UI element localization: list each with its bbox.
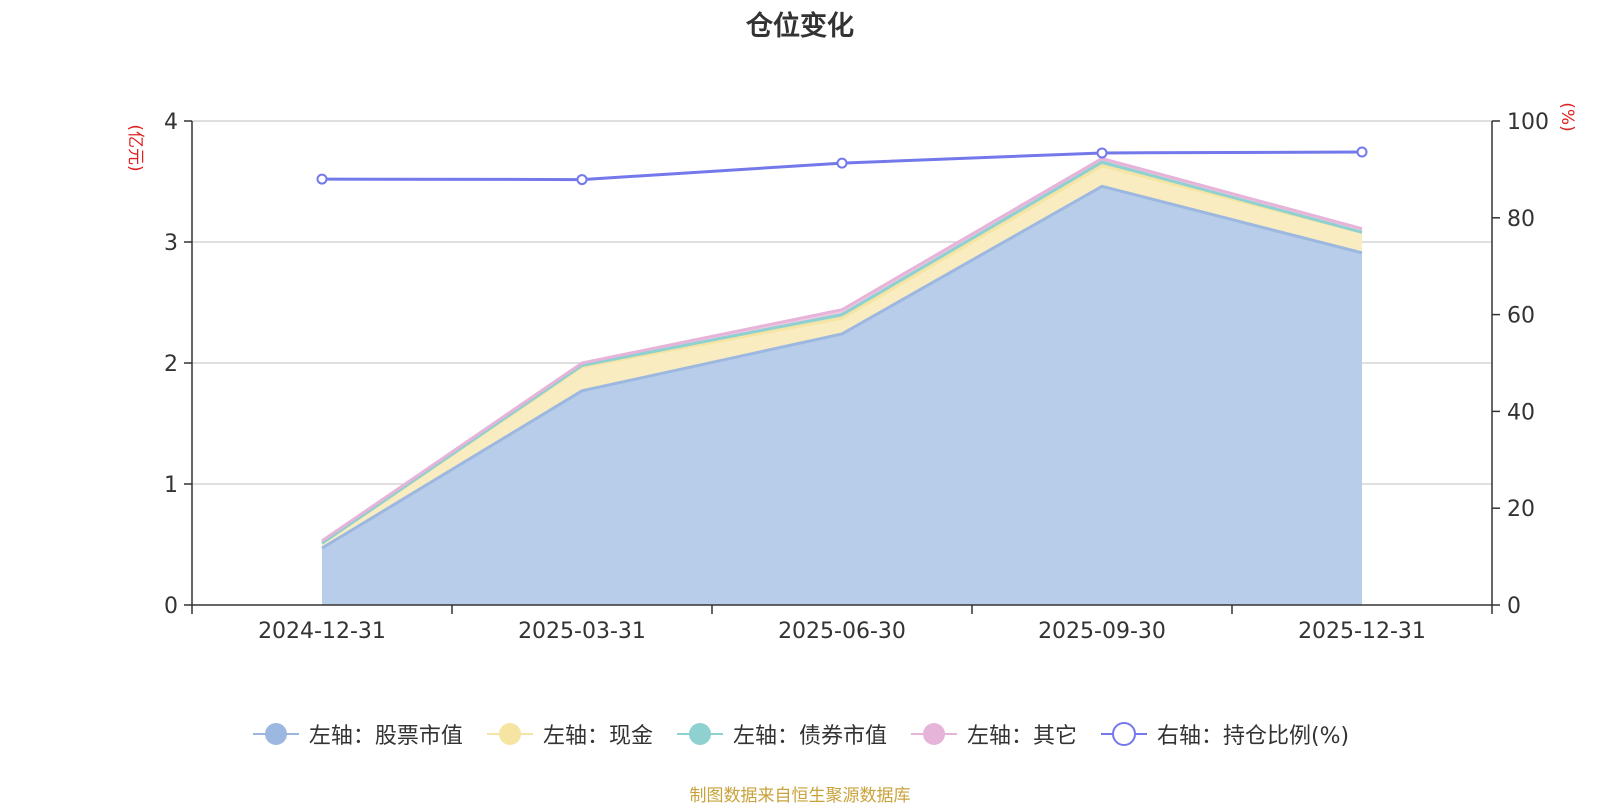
legend-marker-icon [910, 723, 957, 745]
right-axis-label: (%) [1557, 102, 1577, 131]
x-axis-tick-label: 2025-06-30 [778, 619, 906, 644]
legend-item[interactable]: 右轴：持仓比例(%) [1099, 718, 1349, 750]
legend-marker-icon [676, 723, 723, 745]
legend-label: 左轴：股票市值 [308, 724, 463, 749]
legend-marker-icon [252, 723, 299, 745]
legend-label: 左轴：债券市值 [732, 724, 887, 749]
left-axis-tick-label: 4 [164, 110, 178, 135]
legend-item[interactable]: 左轴：现金 [485, 718, 653, 750]
right-axis-tick-label: 60 [1507, 304, 1535, 329]
legend-item[interactable]: 左轴：其它 [909, 718, 1077, 750]
left-axis-label: (亿元) [125, 124, 145, 171]
right-axis-tick-label: 80 [1507, 207, 1535, 232]
position-ratio-point [316, 173, 328, 185]
left-axis-tick-label: 3 [164, 231, 178, 256]
position-ratio-point [836, 157, 848, 169]
legend-label: 左轴：其它 [966, 724, 1077, 749]
area-series-line [321, 160, 1363, 545]
position-ratio-point [1096, 147, 1108, 159]
position-ratio-point [576, 174, 588, 186]
chart-plot: 0 1 2 3 4 2024-12-31 2025-03-31 2025-06-30 2025-… [125, 102, 1577, 644]
legend-item[interactable]: 左轴：债券市值 [675, 718, 887, 750]
position-ratio-point [1356, 146, 1368, 158]
right-axis-tick-label: 100 [1507, 110, 1549, 135]
area-band [322, 186, 1362, 605]
legend-label: 左轴：现金 [542, 724, 653, 749]
chart-title: 仓位变化 [746, 11, 854, 42]
right-axis-tick-label: 0 [1507, 594, 1521, 619]
area-series-line [321, 184, 1363, 550]
left-axis-tick-label: 0 [164, 594, 178, 619]
legend-item[interactable]: 左轴：股票市值 [251, 718, 463, 750]
left-axis-tick-label: 1 [164, 473, 178, 498]
source-note: 制图数据来自恒生聚源数据库 [689, 786, 911, 806]
x-axis-tick-label: 2025-12-31 [1298, 619, 1426, 644]
right-axis-tick-label: 40 [1507, 400, 1535, 425]
area-series-line [321, 156, 1363, 543]
x-axis-tick-label: 2024-12-31 [258, 619, 386, 644]
legend: 左轴：股票市值 左轴：现金 左轴：债券市值 左轴：其它 右轴：持仓比例(%) [0, 718, 1600, 750]
x-axis-tick-label: 2025-03-31 [518, 619, 646, 644]
legend-marker-icon [1100, 722, 1147, 746]
left-axis-tick-label: 2 [164, 352, 178, 377]
legend-marker-icon [486, 723, 533, 745]
right-axis-tick-label: 20 [1507, 497, 1535, 522]
legend-label: 右轴：持仓比例(%) [1156, 724, 1350, 749]
x-axis-tick-label: 2025-09-30 [1038, 619, 1166, 644]
